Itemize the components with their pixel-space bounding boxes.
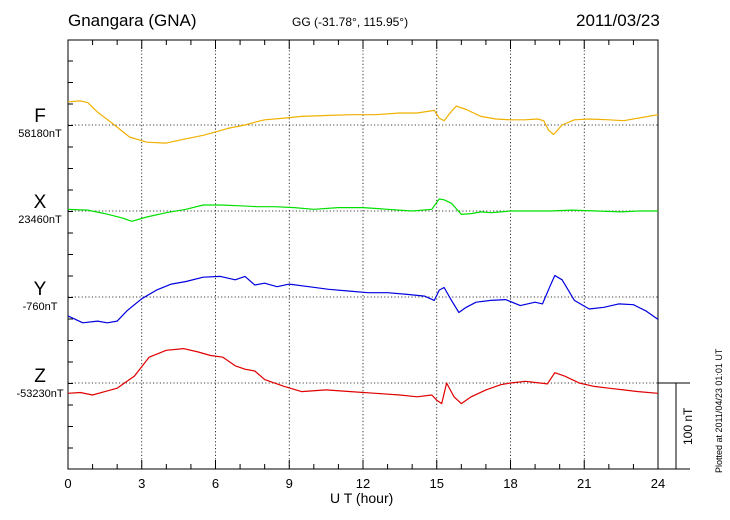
component-label-x: X 23460nT <box>8 192 72 226</box>
component-name-f: F <box>34 106 46 127</box>
station-title: Gnangara (GNA) <box>68 11 197 30</box>
series-line-z <box>67 348 659 405</box>
x-tick-label: 18 <box>503 476 517 491</box>
x-tick-label: 6 <box>212 476 219 491</box>
station-coordinates: GG (-31.78°, 115.95°) <box>292 15 409 29</box>
component-baseline-z: -53230nT <box>16 388 64 400</box>
x-axis-label: U T (hour) <box>330 490 394 506</box>
x-tick-label: 21 <box>577 476 591 491</box>
chart-date: 2011/03/23 <box>576 11 660 30</box>
component-name-x: X <box>33 192 47 213</box>
x-tick-label: 3 <box>138 476 145 491</box>
component-baseline-f: 58180nT <box>18 128 62 140</box>
series-layer <box>67 100 659 405</box>
x-tick-labels: 0 3 6 9 12 15 18 21 24 <box>64 476 665 491</box>
series-line-f <box>67 100 659 144</box>
frame-layer <box>67 39 659 470</box>
x-tick-label: 15 <box>430 476 444 491</box>
grid-layer <box>68 40 658 469</box>
scale-bar <box>658 382 690 470</box>
component-baseline-y: -760nT <box>22 301 58 313</box>
component-name-y: Y <box>33 279 47 300</box>
series-line-y <box>67 274 659 324</box>
component-label-y: Y -760nT <box>8 279 72 313</box>
x-tick-label: 24 <box>651 476 665 491</box>
component-baseline-x: 23460nT <box>18 214 62 226</box>
x-tick-label: 12 <box>356 476 370 491</box>
series-line-x <box>67 198 658 222</box>
x-tick-label: 0 <box>64 476 71 491</box>
scale-bar-label: 100 nT <box>681 407 695 445</box>
x-tick-label: 9 <box>286 476 293 491</box>
component-name-z: Z <box>34 366 46 387</box>
component-label-z: Z -53230nT <box>8 366 72 400</box>
component-label-f: F 58180nT <box>8 106 72 140</box>
